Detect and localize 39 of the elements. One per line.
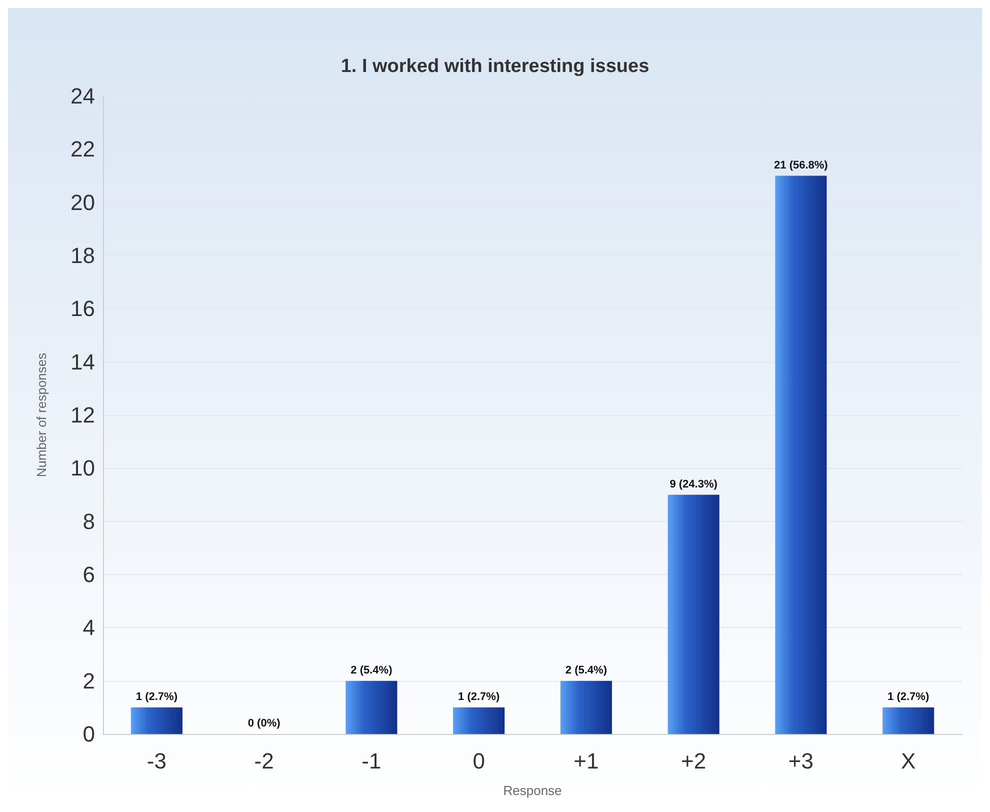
x-tick-label: 0 <box>472 748 485 774</box>
data-label: 9 (24.3%) <box>670 478 718 490</box>
x-tick-label: -2 <box>254 748 274 774</box>
data-label: 1 (2.7%) <box>458 690 500 703</box>
x-tick-label: +3 <box>788 748 814 774</box>
y-tick-label: 16 <box>70 296 95 322</box>
data-label: 2 (5.4%) <box>350 664 393 676</box>
y-tick-label: 10 <box>70 456 95 481</box>
x-tick-label: +1 <box>574 748 599 774</box>
chart-title: 1. I worked with interesting issues <box>340 56 650 77</box>
x-tick-label: X <box>900 748 916 774</box>
y-tick-label: 24 <box>70 84 95 108</box>
bar <box>668 494 720 734</box>
data-label: 2 (5.4%) <box>565 664 608 676</box>
y-tick-label: 12 <box>70 402 95 428</box>
bar <box>775 176 827 734</box>
bar <box>346 680 398 734</box>
bar <box>130 707 182 734</box>
data-label: 21 (56.8%) <box>774 159 828 172</box>
data-label: 1 (2.7%) <box>136 690 178 703</box>
y-tick-label: 18 <box>70 243 95 268</box>
bar <box>560 680 612 734</box>
y-tick-label: 14 <box>70 349 95 374</box>
y-tick-label: 20 <box>70 190 95 215</box>
x-axis-title: Response <box>503 783 562 798</box>
y-tick-label: 22 <box>70 136 95 162</box>
y-tick-label: 6 <box>82 562 95 587</box>
x-tick-label: +2 <box>681 748 706 774</box>
bar <box>453 707 505 734</box>
y-tick-label: 4 <box>82 615 95 640</box>
x-tick-label: -1 <box>362 748 382 774</box>
y-tick-label: 0 <box>82 722 95 746</box>
data-label: 0 (0%) <box>248 718 281 730</box>
y-axis-title: Number of responses <box>34 352 49 478</box>
y-tick-label: 2 <box>82 668 95 694</box>
data-label: 1 (2.7%) <box>888 690 930 703</box>
y-tick-label: 8 <box>82 508 95 534</box>
x-tick-label: -3 <box>146 748 166 774</box>
bar <box>882 707 934 734</box>
